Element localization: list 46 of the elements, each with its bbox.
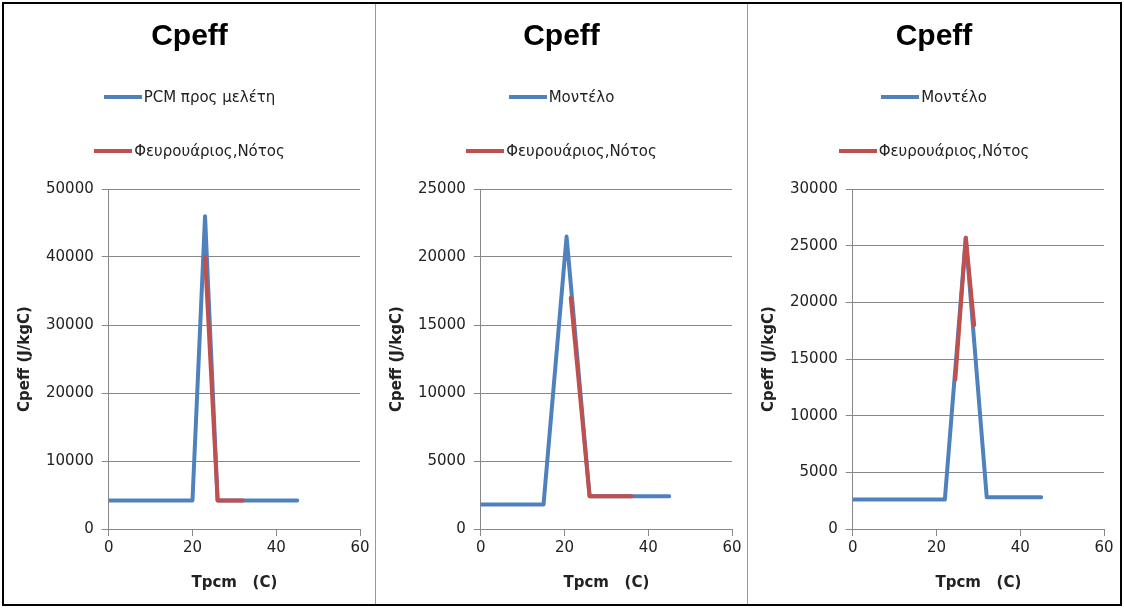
y-tick-label: 0 [84,518,94,537]
x-tick-label: 0 [475,537,486,556]
y-tick-label: 20000 [790,292,838,311]
x-tick-label: 0 [847,537,858,556]
y-tick-label: 5000 [799,462,838,481]
y-tick-label: 15000 [418,314,466,333]
x-tick-label: 20 [554,537,575,556]
y-tick-label: 5000 [427,450,466,469]
chart-title: Cpeff [894,18,974,52]
y-axis-title: Cpeff (J/kgC) [14,306,33,412]
x-tick-label: 40 [638,537,658,556]
y-tick-label: 15000 [790,348,838,367]
x-tick-label: 20 [926,537,947,556]
y-tick-label: 0 [828,518,838,537]
x-tick-label: 60 [722,537,742,556]
y-tick-label: 30000 [790,178,838,197]
legend-label: Φευρουάριος,Νότος [134,142,285,160]
x-axis-title: Tpcm (C) [563,572,650,591]
y-tick-label: 40000 [46,246,94,265]
y-tick-label: 20000 [46,382,94,401]
legend-label: PCM προς μελέτη [143,88,276,106]
chart-title: Cpeff [150,18,229,52]
legend-label: Φευρουάριος,Νότος [506,142,657,160]
legend-label: Μοντέλο [548,88,615,106]
x-axis-title: Tpcm (C) [935,572,1022,591]
y-tick-label: 10000 [418,382,466,401]
x-tick-label: 20 [182,537,203,556]
y-tick-label: 0 [456,518,466,537]
y-tick-label: 10000 [46,450,94,469]
x-tick-label: 60 [1094,537,1114,556]
x-tick-label: 0 [103,537,114,556]
chart-title: Cpeff [522,18,601,52]
x-axis-title: Tpcm (C) [191,572,278,591]
y-tick-label: 30000 [46,314,94,333]
legend-label: Μοντέλο [921,88,987,106]
y-tick-label: 20000 [418,246,466,265]
y-axis-title: Cpeff (J/kgC) [386,306,405,412]
y-axis-title: Cpeff (J/kgC) [758,306,777,412]
y-tick-label: 25000 [790,235,838,254]
y-tick-label: 10000 [790,405,838,424]
y-tick-label: 50000 [46,178,94,197]
x-tick-label: 60 [350,537,370,556]
y-tick-label: 25000 [418,178,466,197]
legend-label: Φευρουάριος,Νότος [878,142,1030,160]
x-tick-label: 40 [266,537,286,556]
x-tick-label: 40 [1010,537,1030,556]
